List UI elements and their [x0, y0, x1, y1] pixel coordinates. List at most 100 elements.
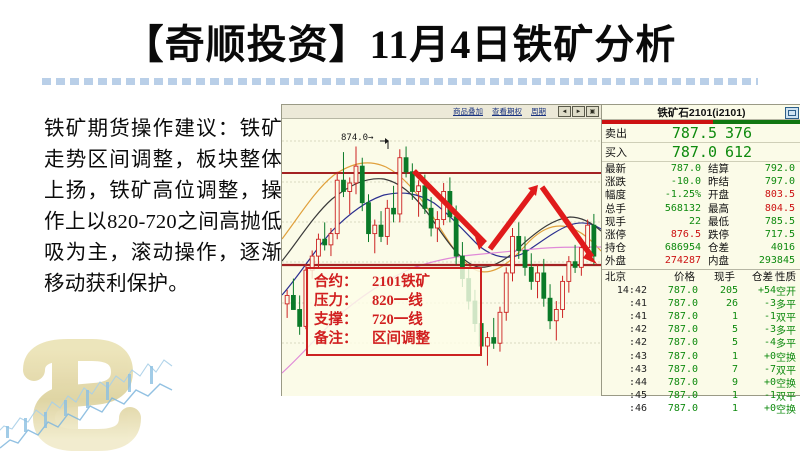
tick-header-type: 性质	[775, 271, 796, 283]
ask-volume: 376	[725, 124, 753, 142]
bid-row: 买入 787.0 612	[602, 143, 800, 162]
candlestick-chart[interactable]: 874.0→ 合约： 2101铁矿 压力： 820一线 支撑： 720一线 备注…	[282, 119, 601, 396]
tick-table-header: 北京 价格 现手 仓差 性质	[602, 270, 800, 284]
annotation-row: 压力： 820一线	[314, 292, 474, 311]
tick-price: 787.0	[667, 337, 698, 349]
tick-oi-change: -1	[763, 310, 776, 322]
tick-row: :43 787.0 1 +0 空换	[602, 349, 800, 364]
bar-buy-side	[713, 120, 800, 124]
tick-time: :41	[628, 310, 647, 322]
maximize-icon[interactable]	[785, 107, 799, 119]
bid-volume: 612	[725, 143, 753, 161]
dollar-watermark-icon	[0, 339, 173, 451]
tick-divider	[602, 268, 800, 270]
stat-value: 22	[688, 215, 701, 227]
chart-toolbar: 商品叠加 查看期权 周期 ◄ ► ▣	[282, 105, 601, 119]
tick-volume: 1	[731, 403, 738, 415]
tick-type: 双平	[776, 312, 796, 324]
trend-arrows	[412, 169, 597, 264]
maximize-icon[interactable]: ▣	[586, 106, 599, 117]
tick-volume: 1	[731, 390, 738, 402]
tick-type: 多平	[776, 299, 796, 311]
stat-key: 幅度	[605, 189, 626, 202]
scroll-left-icon[interactable]: ◄	[558, 106, 571, 117]
stat-value: -10.0	[670, 176, 701, 188]
stat-value: 804.5	[764, 202, 795, 214]
instrument-title: 铁矿石2101(i2101)	[657, 106, 746, 119]
tick-time: 14:42	[616, 284, 647, 296]
bid-price: 787.0	[671, 143, 717, 161]
annotation-key: 备注：	[314, 331, 358, 347]
annotation-row: 合约： 2101铁矿	[314, 273, 474, 292]
stat-key: 最高	[708, 202, 729, 215]
scroll-right-icon[interactable]: ►	[572, 106, 585, 117]
stat-value: 293845	[758, 255, 795, 267]
trading-terminal-window: 商品叠加 查看期权 周期 ◄ ► ▣	[281, 104, 800, 416]
tick-oi-change: -4	[763, 337, 776, 349]
tick-volume: 5	[731, 337, 738, 349]
stat-value: 797.0	[764, 176, 795, 188]
quote-stats-list: 最新 787.0 结算 792.0 涨跌 -10.0 昨结 797.0 幅度 -1.25% 开盘 80…	[602, 162, 800, 268]
tick-time: :42	[628, 337, 647, 349]
stat-key: 跌停	[708, 229, 729, 242]
tick-time: :43	[628, 363, 647, 375]
stat-value: -1.25%	[664, 189, 701, 201]
tick-price: 787.0	[667, 284, 698, 296]
tick-volume: 5	[731, 324, 738, 336]
tick-oi-change: -3	[763, 324, 776, 336]
bid-label: 买入	[605, 147, 627, 159]
stat-key: 涨跌	[605, 176, 626, 189]
quote-panel: 铁矿石2101(i2101) 卖出 787.5 376 买入 787.0 612…	[601, 105, 800, 416]
stat-key: 开盘	[708, 189, 729, 202]
tick-type: 双平	[776, 365, 796, 377]
tick-price: 787.0	[667, 376, 698, 388]
quote-stat-row: 持仓 686954 仓差 4016	[602, 241, 800, 254]
tick-table-body[interactable]: 14:42 787.0 205 +54 空开:41 787.0 26 -3 多平:41 787.0…	[602, 284, 800, 417]
tick-row: :41 787.0 26 -3 多平	[602, 297, 800, 311]
high-price-label: 874.0→	[341, 133, 374, 143]
bid-ask-strength-bar	[602, 120, 800, 124]
toolbar-link-period[interactable]: 周期	[531, 107, 546, 116]
tick-type: 空换	[776, 405, 796, 417]
tick-row: :43 787.0 7 -7 双平	[602, 363, 800, 377]
tick-volume: 1	[731, 310, 738, 322]
quote-stat-row: 涨停 876.5 跌停 717.5	[602, 228, 800, 241]
tick-oi-change: -3	[763, 297, 776, 309]
ask-price: 787.5	[671, 124, 717, 142]
tick-volume: 205	[719, 284, 738, 296]
tick-price: 787.0	[667, 310, 698, 322]
tick-time: :42	[628, 324, 647, 336]
tick-volume: 1	[731, 350, 738, 362]
stat-key: 持仓	[605, 242, 626, 255]
tick-oi-change: +0	[763, 403, 776, 415]
tick-price: 787.0	[667, 324, 698, 336]
toolbar-link-options[interactable]: 查看期权	[492, 107, 522, 116]
stat-key: 总手	[605, 202, 626, 215]
ask-row: 卖出 787.5 376	[602, 124, 800, 143]
annotation-box: 合约： 2101铁矿 压力： 820一线 支撑： 720一线 备注： 区间调整	[306, 267, 482, 356]
stat-value: 803.5	[764, 189, 795, 201]
tick-price: 787.0	[667, 403, 698, 415]
tick-volume: 7	[731, 363, 738, 375]
annotation-value: 2101铁矿	[372, 274, 430, 290]
stat-value: 876.5	[670, 229, 701, 241]
tick-row: :42 787.0 5 -4 多平	[602, 336, 800, 350]
toolbar-link-overlay[interactable]: 商品叠加	[453, 107, 483, 116]
stat-value: 274287	[664, 255, 701, 267]
tick-row: 14:42 787.0 205 +54 空开	[602, 284, 800, 298]
stat-value: 785.5	[764, 215, 795, 227]
tick-row: :44 787.0 9 +0 空换	[602, 376, 800, 390]
stat-key: 最新	[605, 163, 626, 176]
tick-header-time: 北京	[605, 271, 626, 283]
quote-stat-row: 涨跌 -10.0 昨结 797.0	[602, 175, 800, 188]
stat-key: 结算	[708, 163, 729, 176]
stat-value: 568132	[664, 202, 701, 214]
tick-volume: 9	[731, 376, 738, 388]
tick-time: :44	[628, 376, 647, 388]
tick-type: 空换	[776, 352, 796, 364]
tick-price: 787.0	[667, 363, 698, 375]
tick-row: :42 787.0 5 -3 多平	[602, 323, 800, 337]
stat-value: 792.0	[764, 163, 795, 175]
annotation-key: 支撑：	[314, 312, 358, 328]
tick-type: 空换	[776, 378, 796, 390]
